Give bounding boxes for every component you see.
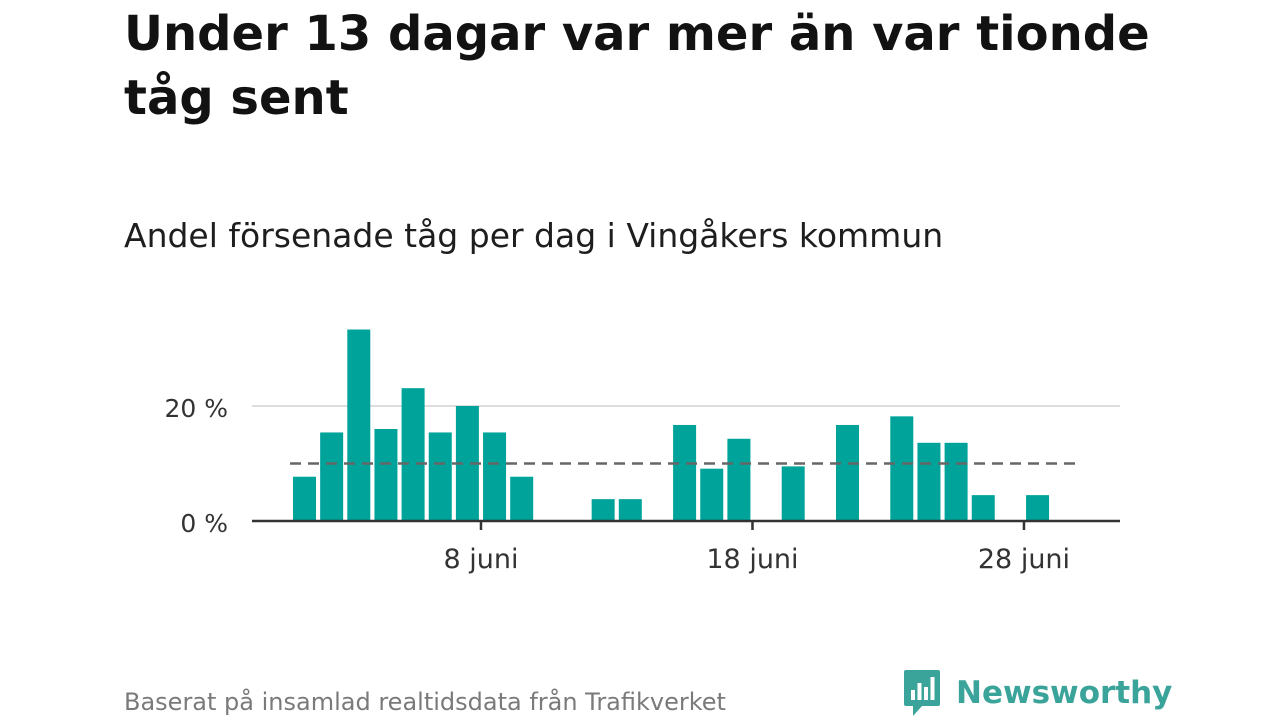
x-tick-label: 18 juni	[706, 544, 798, 575]
bar	[673, 424, 697, 521]
bar	[727, 438, 751, 521]
bar	[781, 466, 805, 521]
bar	[618, 499, 642, 521]
newsworthy-brand: Newsworthy	[902, 668, 1172, 718]
x-tick-label: 8 juni	[443, 544, 518, 575]
bar	[971, 495, 995, 521]
bar	[483, 432, 507, 521]
bar	[917, 442, 941, 521]
brand-name: Newsworthy	[956, 675, 1173, 711]
bar	[700, 468, 724, 521]
bar	[374, 429, 398, 521]
x-tick-label: 28 juni	[978, 544, 1070, 575]
bar	[293, 476, 316, 521]
chart-title: Under 13 dagar var mer än var tionde tåg…	[124, 6, 1150, 126]
source-note: Baserat på insamlad realtidsdata från Tr…	[124, 688, 726, 716]
y-tick-label: 20 %	[164, 394, 228, 423]
bar	[1026, 495, 1050, 521]
bar	[320, 432, 344, 521]
bar	[428, 432, 452, 521]
bar	[401, 388, 425, 521]
bar	[890, 416, 914, 521]
bar	[944, 442, 968, 521]
bar	[455, 406, 479, 521]
newsworthy-chart-bubble-icon	[904, 670, 940, 716]
bar	[591, 499, 615, 521]
y-tick-label: 0 %	[180, 509, 228, 538]
bar	[510, 476, 534, 521]
bar	[836, 424, 859, 521]
bar	[347, 329, 371, 521]
chart-subtitle: Andel försenade tåg per dag i Vingåkers …	[124, 216, 944, 255]
